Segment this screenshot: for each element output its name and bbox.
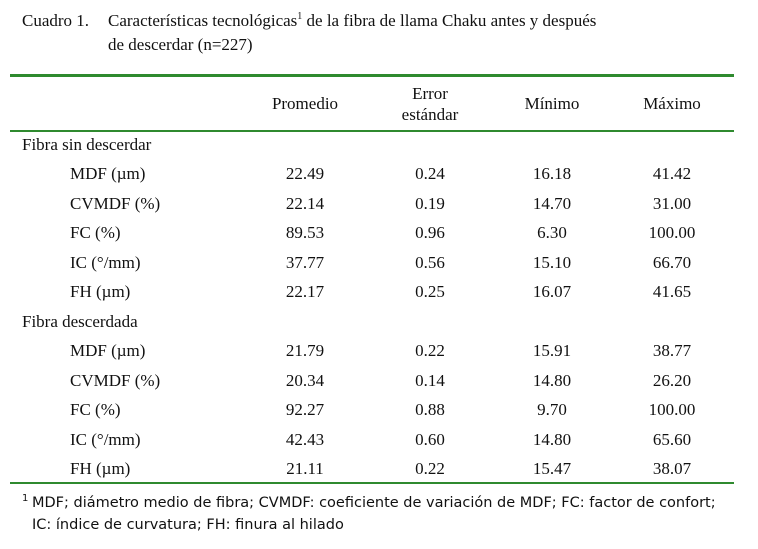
- header-minimo: Mínimo: [524, 94, 580, 113]
- cell-maximo: 100.00: [648, 400, 696, 419]
- cell-maximo: 41.42: [652, 164, 692, 183]
- group-label: Fibra sin descerdar: [22, 135, 152, 154]
- cell-minimo: 14.80: [532, 430, 572, 449]
- table-row: FH (µm) 22.17 0.25 16.07 41.65: [0, 282, 758, 306]
- row-label: MDF (µm): [70, 164, 146, 183]
- cell-minimo: 15.47: [532, 459, 572, 478]
- cell-minimo: 14.80: [532, 371, 572, 390]
- caption-title: Características tecnológicas: [108, 11, 298, 30]
- cell-promedio: 42.43: [285, 430, 325, 449]
- table-row: FC (%) 92.27 0.88 9.70 100.00: [0, 400, 758, 424]
- cell-promedio: 20.34: [285, 371, 325, 390]
- cell-promedio: 21.11: [286, 459, 324, 478]
- header-promedio: Promedio: [271, 94, 339, 113]
- row-label: MDF (µm): [70, 341, 146, 360]
- table-bottom-rule: [10, 482, 734, 484]
- cell-error: 0.60: [415, 430, 445, 449]
- row-label: IC (°/mm): [70, 430, 141, 449]
- cell-error: 0.25: [415, 282, 445, 301]
- row-label: FH (µm): [70, 459, 131, 478]
- cell-error: 0.96: [415, 223, 445, 242]
- cell-promedio: 37.77: [285, 253, 325, 272]
- row-label: FH (µm): [70, 282, 131, 301]
- cell-maximo: 38.77: [652, 341, 692, 360]
- cell-error: 0.22: [415, 459, 445, 478]
- cell-maximo: 65.60: [652, 430, 692, 449]
- row-label: IC (°/mm): [70, 253, 141, 272]
- table-row: FH (µm) 21.11 0.22 15.47 38.07: [0, 459, 758, 483]
- cell-minimo: 15.91: [532, 341, 572, 360]
- header-error-line2: estándar: [401, 105, 459, 124]
- cell-maximo: 26.20: [652, 371, 692, 390]
- cell-error: 0.14: [415, 371, 445, 390]
- cell-maximo: 100.00: [648, 223, 696, 242]
- cell-maximo: 41.65: [652, 282, 692, 301]
- caption-line-2: de descerdar (n=227): [108, 35, 253, 54]
- row-label: CVMDF (%): [70, 371, 161, 390]
- caption-superscript: 1: [297, 11, 303, 22]
- header-maximo: Máximo: [643, 94, 701, 113]
- cell-minimo: 6.30: [537, 223, 567, 242]
- table-row: CVMDF (%) 22.14 0.19 14.70 31.00: [0, 194, 758, 218]
- table-row: MDF (µm) 22.49 0.24 16.18 41.42: [0, 164, 758, 188]
- table-footnote: 1 MDF; diámetro medio de fibra; CVMDF: c…: [22, 492, 722, 536]
- header-error-estandar: Error estándar: [380, 83, 480, 125]
- cell-promedio: 22.49: [285, 164, 325, 183]
- cell-minimo: 9.70: [537, 400, 567, 419]
- table-row: IC (°/mm) 37.77 0.56 15.10 66.70: [0, 253, 758, 277]
- group-label: Fibra descerdada: [22, 312, 138, 331]
- header-error-line1: Error: [412, 84, 448, 103]
- cell-maximo: 66.70: [652, 253, 692, 272]
- cell-maximo: 38.07: [652, 459, 692, 478]
- caption-line-1: Cuadro 1. Características tecnológicas1 d…: [22, 9, 596, 33]
- cell-minimo: 15.10: [532, 253, 572, 272]
- cell-promedio: 89.53: [285, 223, 325, 242]
- row-label: FC (%): [70, 400, 121, 419]
- cell-promedio: 22.17: [285, 282, 325, 301]
- cell-minimo: 16.07: [532, 282, 572, 301]
- cell-promedio: 21.79: [285, 341, 325, 360]
- table-header-rule: [10, 130, 734, 132]
- cell-error: 0.19: [415, 194, 445, 213]
- table-top-rule: [10, 74, 734, 77]
- table-row: IC (°/mm) 42.43 0.60 14.80 65.60: [0, 430, 758, 454]
- row-label: FC (%): [70, 223, 121, 242]
- table-row: FC (%) 89.53 0.96 6.30 100.00: [0, 223, 758, 247]
- table-caption: Cuadro 1. Características tecnológicas1 d…: [22, 9, 596, 57]
- table-row: CVMDF (%) 20.34 0.14 14.80 26.20: [0, 371, 758, 395]
- cell-minimo: 14.70: [532, 194, 572, 213]
- cell-minimo: 16.18: [532, 164, 572, 183]
- cell-maximo: 31.00: [652, 194, 692, 213]
- table-row: MDF (µm) 21.79 0.22 15.91 38.77: [0, 341, 758, 365]
- caption-number: Cuadro 1.: [22, 11, 90, 30]
- footnote-superscript: 1: [22, 493, 29, 504]
- caption-title-rest: de la fibra de llama Chaku antes y despu…: [302, 11, 597, 30]
- cell-promedio: 92.27: [285, 400, 325, 419]
- cell-error: 0.88: [415, 400, 445, 419]
- cell-promedio: 22.14: [285, 194, 325, 213]
- cell-error: 0.24: [415, 164, 445, 183]
- row-label: CVMDF (%): [70, 194, 161, 213]
- cell-error: 0.22: [415, 341, 445, 360]
- footnote-text: MDF; diámetro medio de fibra; CVMDF: coe…: [32, 495, 716, 533]
- cell-error: 0.56: [415, 253, 445, 272]
